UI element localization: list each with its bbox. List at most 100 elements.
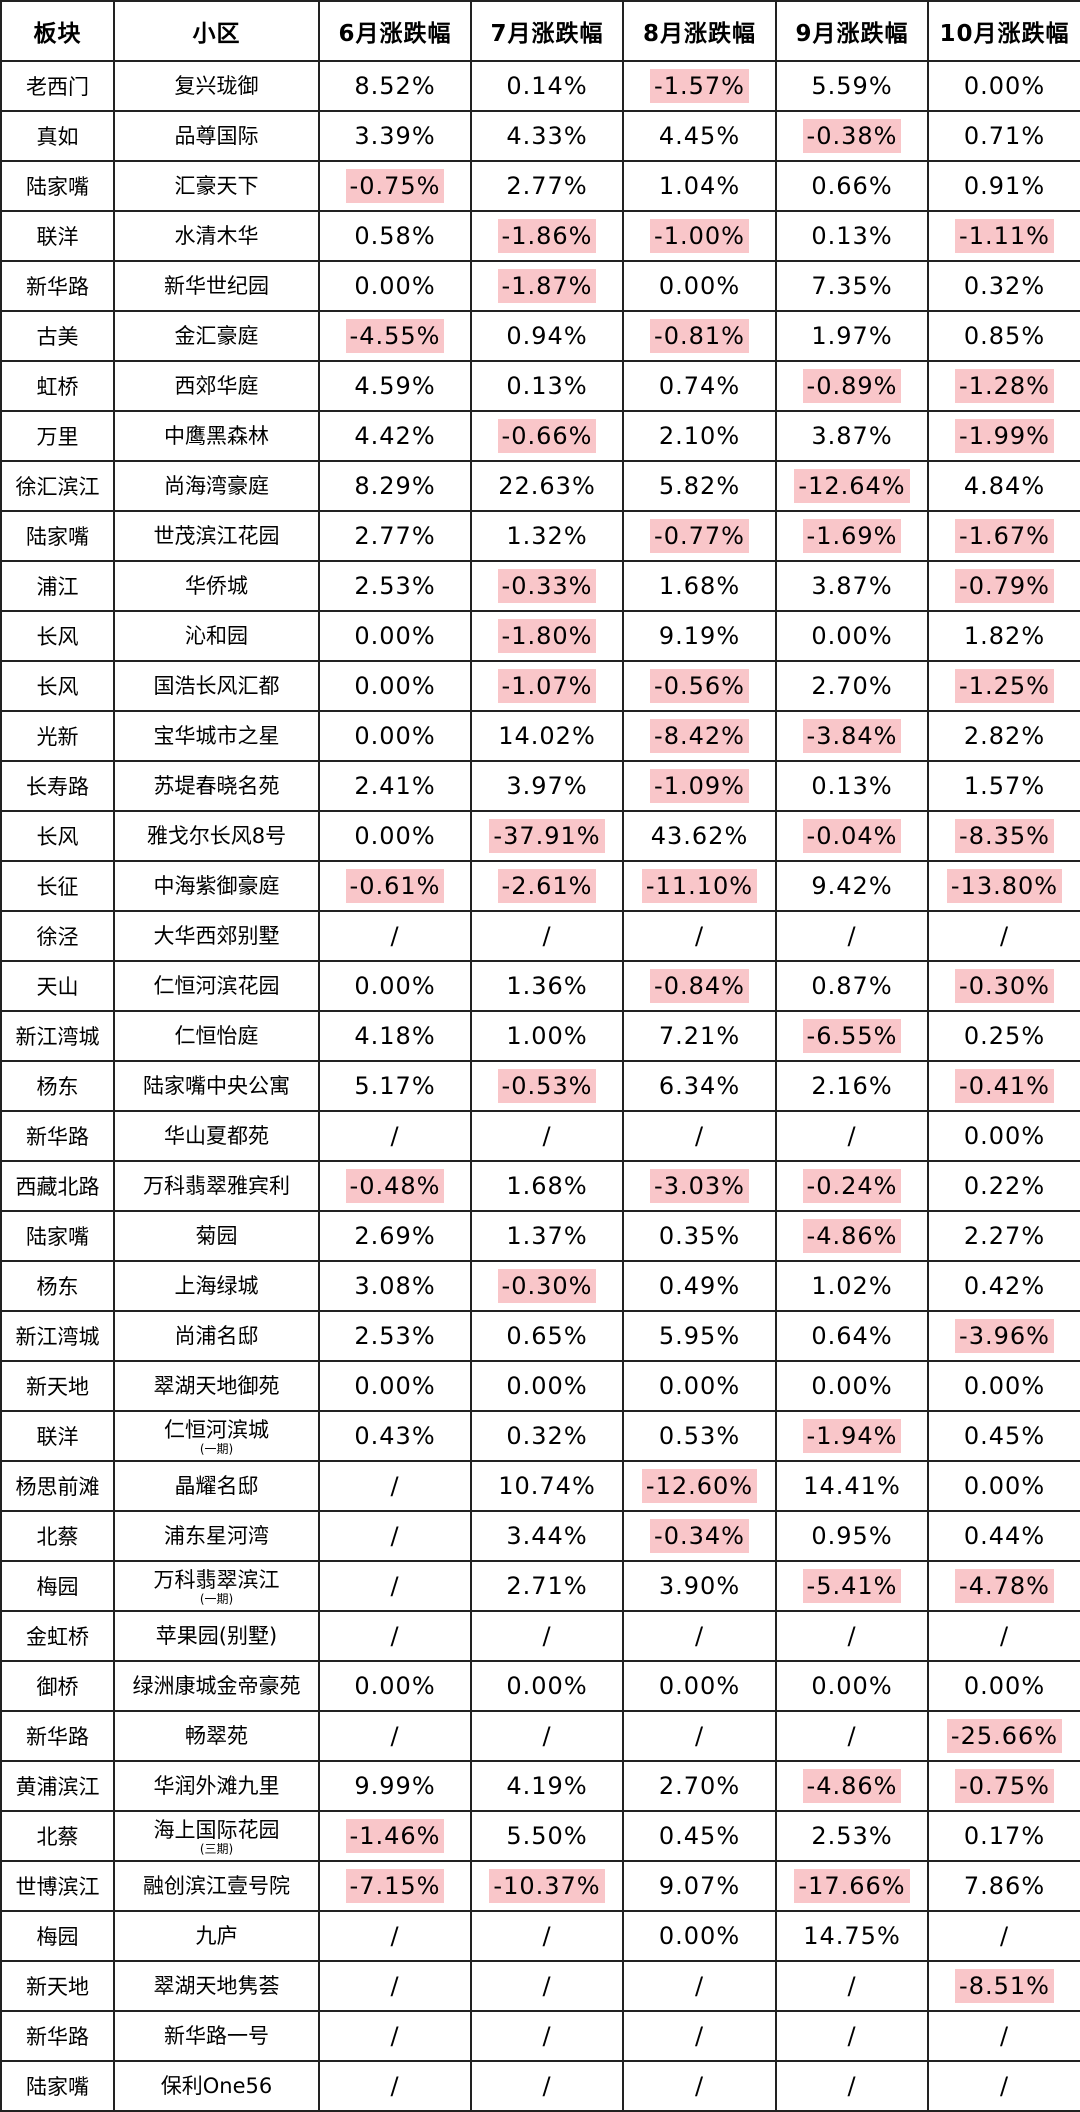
cell-july-change: 0.14% bbox=[470, 60, 624, 112]
change-value: 0.00% bbox=[354, 1372, 436, 1400]
cell-september-change: 14.41% bbox=[775, 1460, 929, 1512]
cell-october-change: -8.51% bbox=[927, 1960, 1080, 2012]
cell-board: 陆家嘴 bbox=[0, 1210, 115, 1262]
cell-october-change: 7.86% bbox=[927, 1860, 1080, 1912]
table-row: 陆家嘴 世茂滨江花园 2.77% 1.32% -0.77% -1.69% -1.67% bbox=[0, 510, 1080, 562]
cell-october-change: 2.82% bbox=[927, 710, 1080, 762]
cell-community: 新华路一号 bbox=[113, 2010, 320, 2062]
cell-community: 华侨城 bbox=[113, 560, 320, 612]
cell-board: 北蔡 bbox=[0, 1510, 115, 1562]
community-name: 苏堤春晓名苑 bbox=[153, 774, 280, 798]
change-value: 0.65% bbox=[506, 1322, 588, 1350]
table-row: 陆家嘴 菊园 2.69% 1.37% 0.35% -4.86% 2.27% bbox=[0, 1210, 1080, 1262]
cell-july-change: 5.50% bbox=[470, 1810, 624, 1862]
change-value: / bbox=[694, 1722, 705, 1750]
change-value: 5.50% bbox=[506, 1822, 588, 1850]
table-row: 北蔡 浦东星河湾 / 3.44% -0.34% 0.95% 0.44% bbox=[0, 1510, 1080, 1562]
cell-july-change: / bbox=[470, 910, 624, 962]
cell-community: 仁恒河滨花园 bbox=[113, 960, 320, 1012]
cell-board: 光新 bbox=[0, 710, 115, 762]
change-value: / bbox=[390, 2022, 400, 2050]
change-value: -1.69% bbox=[802, 519, 902, 553]
cell-board: 天山 bbox=[0, 960, 115, 1012]
cell-july-change: -1.07% bbox=[470, 660, 624, 712]
cell-july-change: -0.30% bbox=[470, 1260, 624, 1312]
cell-august-change: 0.00% bbox=[622, 1360, 777, 1412]
cell-july-change: / bbox=[470, 1910, 624, 1962]
change-value: 7.21% bbox=[658, 1022, 741, 1050]
cell-board: 御桥 bbox=[0, 1660, 115, 1712]
change-value: -2.61% bbox=[497, 869, 597, 903]
cell-community: 九庐 bbox=[113, 1910, 320, 1962]
cell-june-change: 0.00% bbox=[318, 610, 472, 662]
change-value: 0.00% bbox=[658, 1922, 741, 1950]
change-value: 3.08% bbox=[354, 1272, 436, 1300]
cell-july-change: -1.87% bbox=[470, 260, 624, 312]
header-september-change: 9月涨跌幅 bbox=[775, 0, 929, 62]
change-value: -3.96% bbox=[955, 1319, 1054, 1353]
change-value: 3.44% bbox=[506, 1522, 588, 1550]
cell-community: 中鹰黑森林 bbox=[113, 410, 320, 462]
table-row: 世博滨江 融创滨江壹号院 -7.15% -10.37% 9.07% -17.66% 7.86… bbox=[0, 1860, 1080, 1912]
change-value: 0.95% bbox=[811, 1522, 893, 1550]
cell-community: 宝华城市之星 bbox=[113, 710, 320, 762]
cell-june-change: / bbox=[318, 1910, 472, 1962]
cell-board: 陆家嘴 bbox=[0, 160, 115, 212]
cell-september-change: 2.70% bbox=[775, 660, 929, 712]
table-row: 新天地 翠湖天地隽荟 / / / / -8.51% bbox=[0, 1960, 1080, 2012]
change-value: / bbox=[542, 922, 552, 950]
cell-september-change: -0.24% bbox=[775, 1160, 929, 1212]
change-value: -13.80% bbox=[946, 869, 1063, 903]
change-value: 3.90% bbox=[658, 1572, 741, 1600]
cell-october-change: -1.67% bbox=[927, 510, 1080, 562]
change-value: -0.84% bbox=[650, 969, 749, 1003]
community-phase: (三期) bbox=[199, 1841, 234, 1856]
cell-september-change: 0.66% bbox=[775, 160, 929, 212]
cell-july-change: 1.00% bbox=[470, 1010, 624, 1062]
community-phase: (一期) bbox=[199, 1591, 234, 1606]
cell-july-change: 0.00% bbox=[470, 1660, 624, 1712]
cell-july-change: 4.33% bbox=[470, 110, 624, 162]
change-value: 0.66% bbox=[811, 172, 893, 200]
table-row: 新华路 新华世纪园 0.00% -1.87% 0.00% 7.35% 0.32% bbox=[0, 260, 1080, 312]
cell-august-change: 5.95% bbox=[622, 1310, 777, 1362]
community-name: 菊园 bbox=[195, 1224, 238, 1248]
cell-july-change: 1.68% bbox=[470, 1160, 624, 1212]
cell-june-change: 2.53% bbox=[318, 560, 472, 612]
cell-community: 仁恒河滨城 (一期) bbox=[113, 1410, 320, 1462]
cell-september-change: 14.75% bbox=[775, 1910, 929, 1962]
cell-august-change: / bbox=[622, 1610, 777, 1662]
cell-september-change: 0.00% bbox=[775, 610, 929, 662]
change-value: 2.70% bbox=[811, 672, 893, 700]
change-value: 7.35% bbox=[811, 272, 893, 300]
cell-september-change: -0.89% bbox=[775, 360, 929, 412]
change-value: -1.28% bbox=[955, 369, 1054, 403]
community-name: 华侨城 bbox=[185, 574, 248, 598]
cell-july-change: -1.80% bbox=[470, 610, 624, 662]
change-value: / bbox=[390, 1572, 400, 1600]
table-row: 梅园 万科翡翠滨江 (一期)/2.71% 3.90% -5.41% -4.78% bbox=[0, 1560, 1080, 1612]
community-name: 晶耀名邸 bbox=[174, 1474, 259, 1498]
cell-august-change: / bbox=[622, 2060, 777, 2112]
cell-july-change: -0.66% bbox=[470, 410, 624, 462]
cell-june-change: / bbox=[318, 1460, 472, 1512]
cell-september-change: 1.02% bbox=[775, 1260, 929, 1312]
cell-october-change: 0.25% bbox=[927, 1010, 1080, 1062]
cell-board: 长风 bbox=[0, 660, 115, 712]
change-value: 14.75% bbox=[803, 1922, 901, 1950]
cell-august-change: 9.19% bbox=[622, 610, 777, 662]
cell-august-change: -0.81% bbox=[622, 310, 777, 362]
table-row: 长风 沁和园 0.00% -1.80% 9.19% 0.00% 1.82% bbox=[0, 610, 1080, 662]
cell-september-change: / bbox=[775, 1110, 929, 1162]
community-name: 华山夏都苑 bbox=[164, 1124, 269, 1148]
cell-august-change: -3.03% bbox=[622, 1160, 777, 1212]
table-row: 陆家嘴 汇豪天下 -0.75% 2.77% 1.04% 0.66% 0.91% bbox=[0, 160, 1080, 212]
change-value: 0.00% bbox=[354, 1672, 436, 1700]
cell-june-change: 0.00% bbox=[318, 1660, 472, 1712]
table-row: 梅园 九庐 / / 0.00% 14.75% / bbox=[0, 1910, 1080, 1962]
community-name: 宝华城市之星 bbox=[153, 724, 280, 748]
change-value: 0.00% bbox=[811, 622, 893, 650]
cell-july-change: / bbox=[470, 1110, 624, 1162]
change-value: -0.89% bbox=[802, 369, 902, 403]
cell-october-change: 1.57% bbox=[927, 760, 1080, 812]
